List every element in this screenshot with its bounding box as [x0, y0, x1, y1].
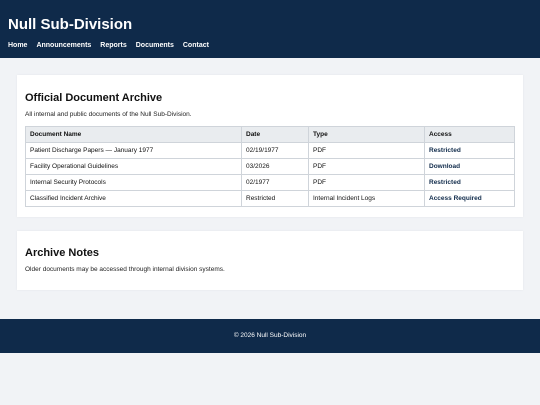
notes-text: Older documents may be accessed through … — [25, 266, 225, 273]
archive-title: Official Document Archive — [25, 92, 163, 104]
document-name-cell: Internal Security Protocols — [25, 174, 242, 191]
access-restricted-link[interactable]: Restricted — [424, 174, 515, 191]
documents-table: Document Name Date Type Access Patient D… — [25, 126, 515, 207]
download-link[interactable]: Download — [424, 158, 515, 175]
table-row: Classified Incident Archive Restricted I… — [25, 190, 515, 207]
main-nav: Home Announcements Reports Documents Con… — [8, 41, 209, 50]
table-row: Internal Security Protocols 02/1977 PDF … — [25, 174, 515, 191]
nav-home[interactable]: Home — [8, 42, 28, 49]
nav-reports[interactable]: Reports — [100, 42, 127, 49]
notes-title: Archive Notes — [25, 247, 99, 259]
notes-card: Archive Notes Older documents may be acc… — [17, 231, 523, 290]
document-type-cell: PDF — [308, 158, 425, 175]
column-header-document-name: Document Name — [25, 126, 242, 143]
table-header-row: Document Name Date Type Access — [25, 126, 515, 143]
column-header-date: Date — [241, 126, 309, 143]
column-header-access: Access — [424, 126, 515, 143]
archive-card: Official Document Archive All internal a… — [17, 75, 523, 217]
table-row: Patient Discharge Papers — January 1977 … — [25, 142, 515, 159]
document-date-cell: 03/2026 — [241, 158, 309, 175]
document-name-cell: Patient Discharge Papers — January 1977 — [25, 142, 242, 159]
document-date-cell: Restricted — [241, 190, 309, 207]
site-footer: © 2026 Null Sub-Division — [0, 319, 540, 353]
document-name-cell: Classified Incident Archive — [25, 190, 242, 207]
column-header-type: Type — [308, 126, 425, 143]
access-required-link[interactable]: Access Required — [424, 190, 515, 207]
document-type-cell: Internal Incident Logs — [308, 190, 425, 207]
document-date-cell: 02/19/1977 — [241, 142, 309, 159]
access-restricted-link[interactable]: Restricted — [424, 142, 515, 159]
site-header: Null Sub-Division Home Announcements Rep… — [0, 0, 540, 58]
document-date-cell: 02/1977 — [241, 174, 309, 191]
table-row: Facility Operational Guidelines 03/2026 … — [25, 158, 515, 175]
document-type-cell: PDF — [308, 174, 425, 191]
nav-contact[interactable]: Contact — [182, 42, 209, 49]
archive-description: All internal and public documents of the… — [25, 111, 192, 118]
site-title: Null Sub-Division — [8, 16, 133, 33]
document-name-cell: Facility Operational Guidelines — [25, 158, 242, 175]
document-type-cell: PDF — [308, 142, 425, 159]
footer-copyright: © 2026 Null Sub-Division — [233, 332, 307, 339]
nav-documents[interactable]: Documents — [135, 42, 174, 49]
nav-announcements[interactable]: Announcements — [36, 42, 92, 49]
